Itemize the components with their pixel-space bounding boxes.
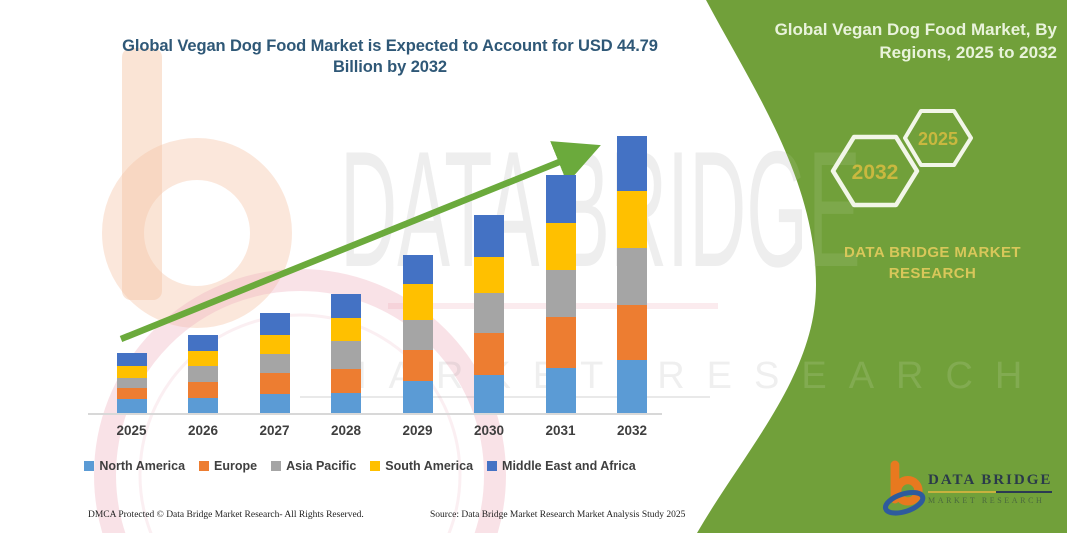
bar-2032-south-america [617, 191, 647, 248]
bar-2028-north-america [331, 392, 361, 413]
bar-2027-north-america [259, 394, 290, 413]
bar-2032-middle-east-and-africa [617, 136, 647, 192]
bar-2027-south-america [259, 334, 290, 355]
legend-swatch-south-america [370, 461, 381, 471]
hexagon-2032-label: 2032 [852, 161, 899, 184]
x-axis-label-2025: 2025 [116, 423, 147, 438]
legend-item-europe: Europe [199, 459, 257, 473]
bar-2029-north-america [402, 381, 433, 413]
x-axis-label-2028: 2028 [330, 423, 362, 438]
bar-2031-europe [545, 316, 576, 368]
green-side-panel [697, 0, 1067, 533]
bar-2030-asia-pacific [474, 293, 504, 334]
bar-2027-europe [259, 373, 290, 395]
bar-2031-asia-pacific [545, 269, 576, 317]
legend-label-north-america: North America [99, 459, 186, 473]
chart-title-line2: Billion by 2032 [332, 58, 448, 76]
legend-item-south-america: South America [370, 459, 473, 473]
legend-label-middle-east-and-africa: Middle East and Africa [502, 459, 636, 473]
bar-2026-europe [188, 382, 218, 398]
bar-2028-asia-pacific [331, 340, 361, 369]
x-axis-label-2026: 2026 [187, 423, 219, 438]
left-logo-watermark [94, 48, 506, 533]
bar-2025-middle-east-and-africa [116, 353, 147, 367]
chart-title: Global Vegan Dog Food Market is Expected… [90, 36, 690, 78]
bar-2032-europe [617, 304, 647, 360]
hexagon-2032 [830, 134, 920, 208]
bar-2030-middle-east-and-africa [474, 215, 504, 257]
bar-2026-north-america [188, 397, 218, 413]
legend-label-europe: Europe [214, 459, 258, 473]
bar-2029-south-america [402, 284, 433, 320]
bar-2030-europe [474, 333, 504, 375]
legend-item-north-america: North America [84, 459, 185, 473]
bar-2028-middle-east-and-africa [331, 294, 361, 318]
x-axis-label-2032: 2032 [616, 423, 648, 438]
bar-2026-asia-pacific [188, 366, 218, 383]
bar-2029-europe [402, 349, 433, 382]
x-axis-label-2031: 2031 [545, 423, 576, 438]
bar-2030-north-america [474, 374, 504, 413]
chart-legend: North America Europe Asia Pacific South Ame… [0, 459, 720, 473]
bar-2029-asia-pacific [402, 319, 433, 350]
bar-2025-asia-pacific [116, 377, 147, 388]
legend-swatch-europe [199, 461, 210, 471]
bar-2027-middle-east-and-africa [259, 312, 290, 335]
legend-swatch-asia-pacific [271, 461, 282, 471]
bar-2032-asia-pacific [617, 248, 647, 305]
legend-item-middle-east-and-africa: Middle East and Africa [487, 459, 636, 473]
bar-2031-middle-east-and-africa [545, 175, 576, 223]
growth-arrow [119, 141, 601, 343]
bar-2025-south-america [116, 366, 147, 378]
hexagon-2025-label: 2025 [918, 129, 958, 149]
legend-label-asia-pacific: Asia Pacific [286, 459, 357, 473]
bar-2025-north-america [116, 399, 147, 413]
chart-title-line1: Global Vegan Dog Food Market is Expected… [122, 37, 658, 55]
x-axis-label-2030: 2030 [473, 423, 505, 438]
x-axis-label-2027: 2027 [259, 423, 290, 438]
bar-2025-europe [116, 387, 147, 400]
bar-2026-middle-east-and-africa [188, 335, 218, 352]
legend-label-south-america: South America [385, 459, 474, 473]
hexagon-badges: 2025 2032 [830, 109, 973, 208]
bar-2029-middle-east-and-africa [402, 254, 433, 285]
bar-2031-south-america [545, 222, 576, 270]
bar-2028-south-america [331, 317, 361, 341]
footer-dmca-text: DMCA Protected © Data Bridge Market Rese… [88, 510, 364, 520]
x-axis-line [88, 413, 662, 415]
bar-2028-europe [331, 368, 361, 393]
hexagon-2025 [903, 109, 973, 167]
legend-swatch-middle-east-and-africa [487, 461, 498, 471]
legend-item-asia-pacific: Asia Pacific [271, 459, 356, 473]
bar-2032-north-america [617, 359, 647, 413]
bar-2031-north-america [545, 367, 576, 413]
bar-2026-south-america [188, 351, 218, 367]
legend-swatch-north-america [84, 461, 95, 471]
bar-2027-asia-pacific [259, 354, 290, 374]
footer-source-text: Source: Data Bridge Market Research Mark… [430, 510, 686, 520]
bar-2030-south-america [474, 256, 504, 294]
x-axis-label-2029: 2029 [402, 423, 433, 438]
